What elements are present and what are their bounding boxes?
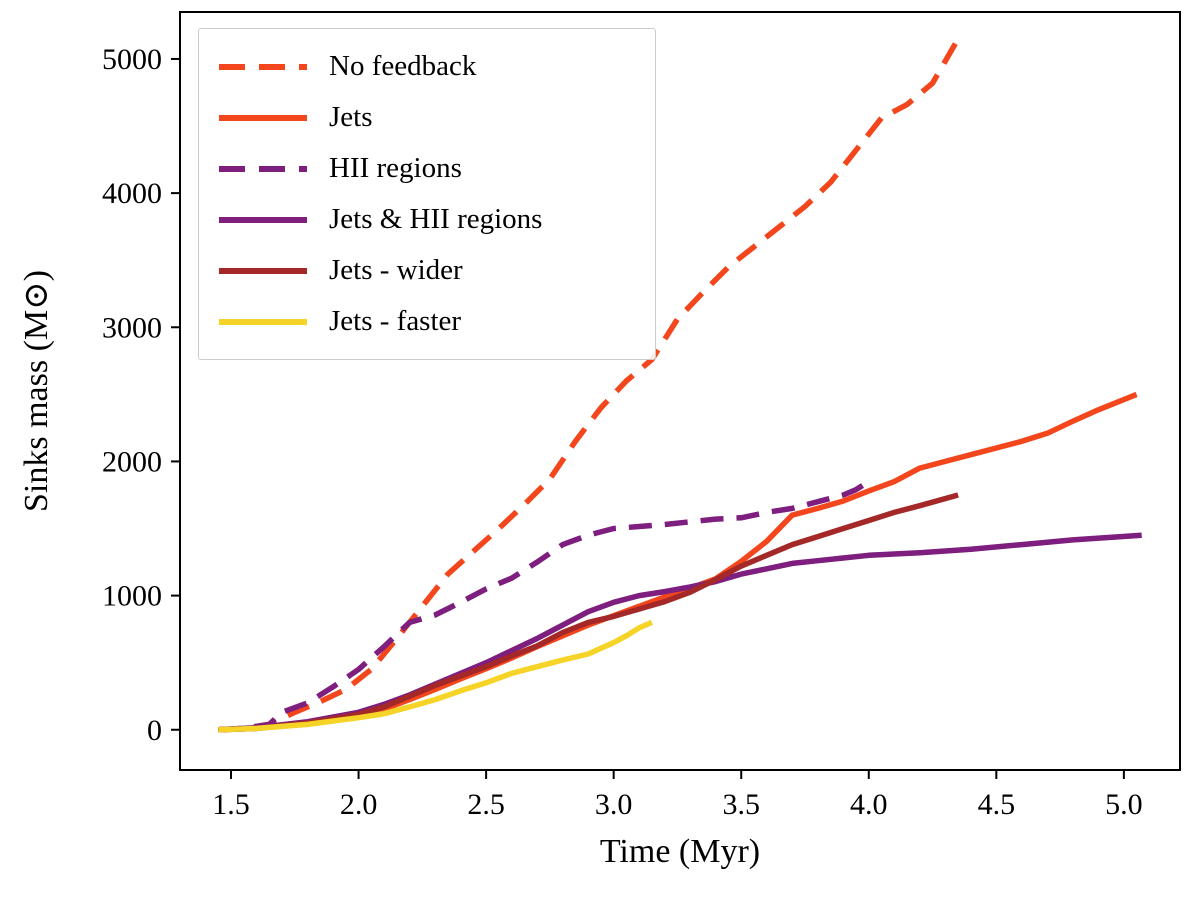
legend-label-hii-regions: HII regions bbox=[329, 152, 462, 184]
legend-line-sample-jets-hii-regions bbox=[219, 216, 307, 223]
legend-item-hii-regions: HII regions bbox=[219, 143, 635, 194]
x-tick-label: 1.5 bbox=[212, 788, 250, 821]
plot-border bbox=[179, 11, 1181, 771]
legend-item-jets-wider: Jets - wider bbox=[219, 245, 635, 296]
y-axis-label: Sinks mass (M⊙) bbox=[18, 270, 55, 512]
legend-line-sample-jets-faster bbox=[219, 318, 307, 325]
series-line-5 bbox=[218, 619, 653, 733]
legend-line-sample-jets bbox=[219, 114, 307, 121]
x-tick-label: 3.0 bbox=[595, 788, 633, 821]
series-line-3 bbox=[218, 532, 1142, 733]
x-tick-label: 4.5 bbox=[978, 788, 1016, 821]
legend-label-no-feedback: No feedback bbox=[329, 50, 477, 82]
y-tick-label: 5000 bbox=[102, 43, 162, 76]
legend-item-jets: Jets bbox=[219, 92, 635, 143]
legend-label-jets-wider: Jets - wider bbox=[329, 254, 463, 286]
x-tick-label: 4.0 bbox=[850, 788, 888, 821]
y-tick-label: 0 bbox=[147, 714, 162, 747]
series-line-0 bbox=[218, 37, 961, 733]
y-tick-label: 4000 bbox=[102, 177, 162, 210]
x-tick-label: 2.0 bbox=[340, 788, 378, 821]
legend: No feedback Jets HII regions Jets & HII … bbox=[198, 28, 656, 360]
x-tick-label: 5.0 bbox=[1105, 788, 1143, 821]
x-axis-label: Time (Myr) bbox=[599, 833, 761, 870]
y-tick-label: 3000 bbox=[102, 311, 162, 344]
legend-label-jets-hii-regions: Jets & HII regions bbox=[329, 203, 543, 235]
series-line-2 bbox=[218, 479, 871, 733]
legend-line-sample-hii-regions bbox=[219, 165, 307, 172]
legend-item-jets-hii-regions: Jets & HII regions bbox=[219, 194, 635, 245]
legend-item-no-feedback: No feedback bbox=[219, 41, 635, 92]
legend-label-jets-faster: Jets - faster bbox=[329, 305, 462, 337]
series-line-4 bbox=[218, 492, 959, 733]
y-tick-label: 2000 bbox=[102, 445, 162, 478]
legend-label-jets: Jets bbox=[329, 101, 373, 133]
legend-line-sample-jets-wider bbox=[219, 267, 307, 274]
y-tick-label: 1000 bbox=[102, 580, 162, 613]
legend-item-jets-faster: Jets - faster bbox=[219, 296, 635, 347]
x-tick-label: 3.5 bbox=[722, 788, 760, 821]
x-tick-label: 2.5 bbox=[467, 788, 505, 821]
legend-line-sample-no-feedback bbox=[219, 63, 307, 70]
